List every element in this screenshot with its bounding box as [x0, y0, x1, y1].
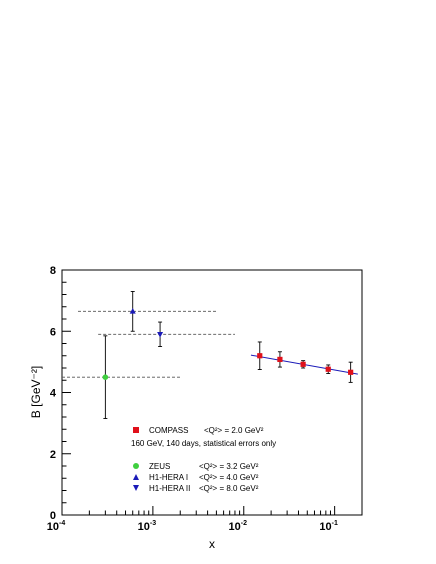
- legend: COMPASS <Q²> = 2.0 GeV² 160 GeV, 140 day…: [131, 425, 331, 493]
- legend-q2-zeus: <Q²> = 3.2 GeV²: [199, 462, 259, 471]
- legend-entry-compass: COMPASS <Q²> = 2.0 GeV²: [131, 425, 331, 436]
- y-tick-label: 6: [50, 326, 56, 338]
- data-point-compass: [300, 361, 306, 367]
- legend-label-h1-hera-1: H1-HERA I: [149, 473, 189, 482]
- legend-label-compass: COMPASS: [149, 426, 189, 435]
- legend-q2-h1-hera-1: <Q²> = 4.0 GeV²: [199, 473, 259, 482]
- data-point-zeus: [102, 374, 109, 380]
- legend-label-h1-hera-2: H1-HERA II: [149, 484, 191, 493]
- legend-entry-h1-hera-2: H1-HERA II <Q²> = 8.0 GeV²: [131, 483, 331, 494]
- data-point-h1-hera-ii: [157, 332, 164, 338]
- data-point-h1-hera-i: [129, 308, 136, 314]
- data-point-compass: [257, 353, 263, 359]
- legend-label-zeus: ZEUS: [149, 462, 171, 471]
- data-point-compass: [277, 356, 283, 363]
- data-point-compass: [325, 366, 331, 372]
- y-tick-label: 8: [50, 265, 56, 277]
- legend-q2-compass: <Q²> = 2.0 GeV²: [204, 426, 264, 435]
- legend-entry-zeus: ZEUS <Q²> = 3.2 GeV²: [131, 461, 331, 472]
- legend-note: 160 GeV, 140 days, statistical errors on…: [131, 439, 277, 448]
- h1-hera-1-marker-icon: [133, 474, 139, 480]
- x-tick-label: 10-4: [47, 520, 66, 533]
- x-tick-label: 10-2: [229, 520, 248, 533]
- legend-q2-h1-hera-2: <Q²> = 8.0 GeV²: [199, 484, 259, 493]
- data-point-compass: [348, 369, 354, 375]
- compass-marker-icon: [133, 427, 139, 433]
- legend-note-row: 160 GeV, 140 days, statistical errors on…: [131, 438, 331, 449]
- h1-hera-2-marker-icon: [133, 485, 139, 491]
- x-axis-label: x: [209, 537, 215, 551]
- y-tick-label: 4: [50, 388, 57, 400]
- zeus-marker-icon: [133, 463, 139, 469]
- x-tick-label: 10-3: [138, 520, 157, 533]
- y-tick-label: 0: [50, 510, 56, 522]
- y-tick-label: 2: [50, 449, 56, 461]
- x-tick-label: 10-1: [319, 520, 338, 533]
- legend-entry-h1-hera-1: H1-HERA I <Q²> = 4.0 GeV²: [131, 472, 331, 483]
- y-axis-label: B [GeV⁻²]: [29, 366, 43, 418]
